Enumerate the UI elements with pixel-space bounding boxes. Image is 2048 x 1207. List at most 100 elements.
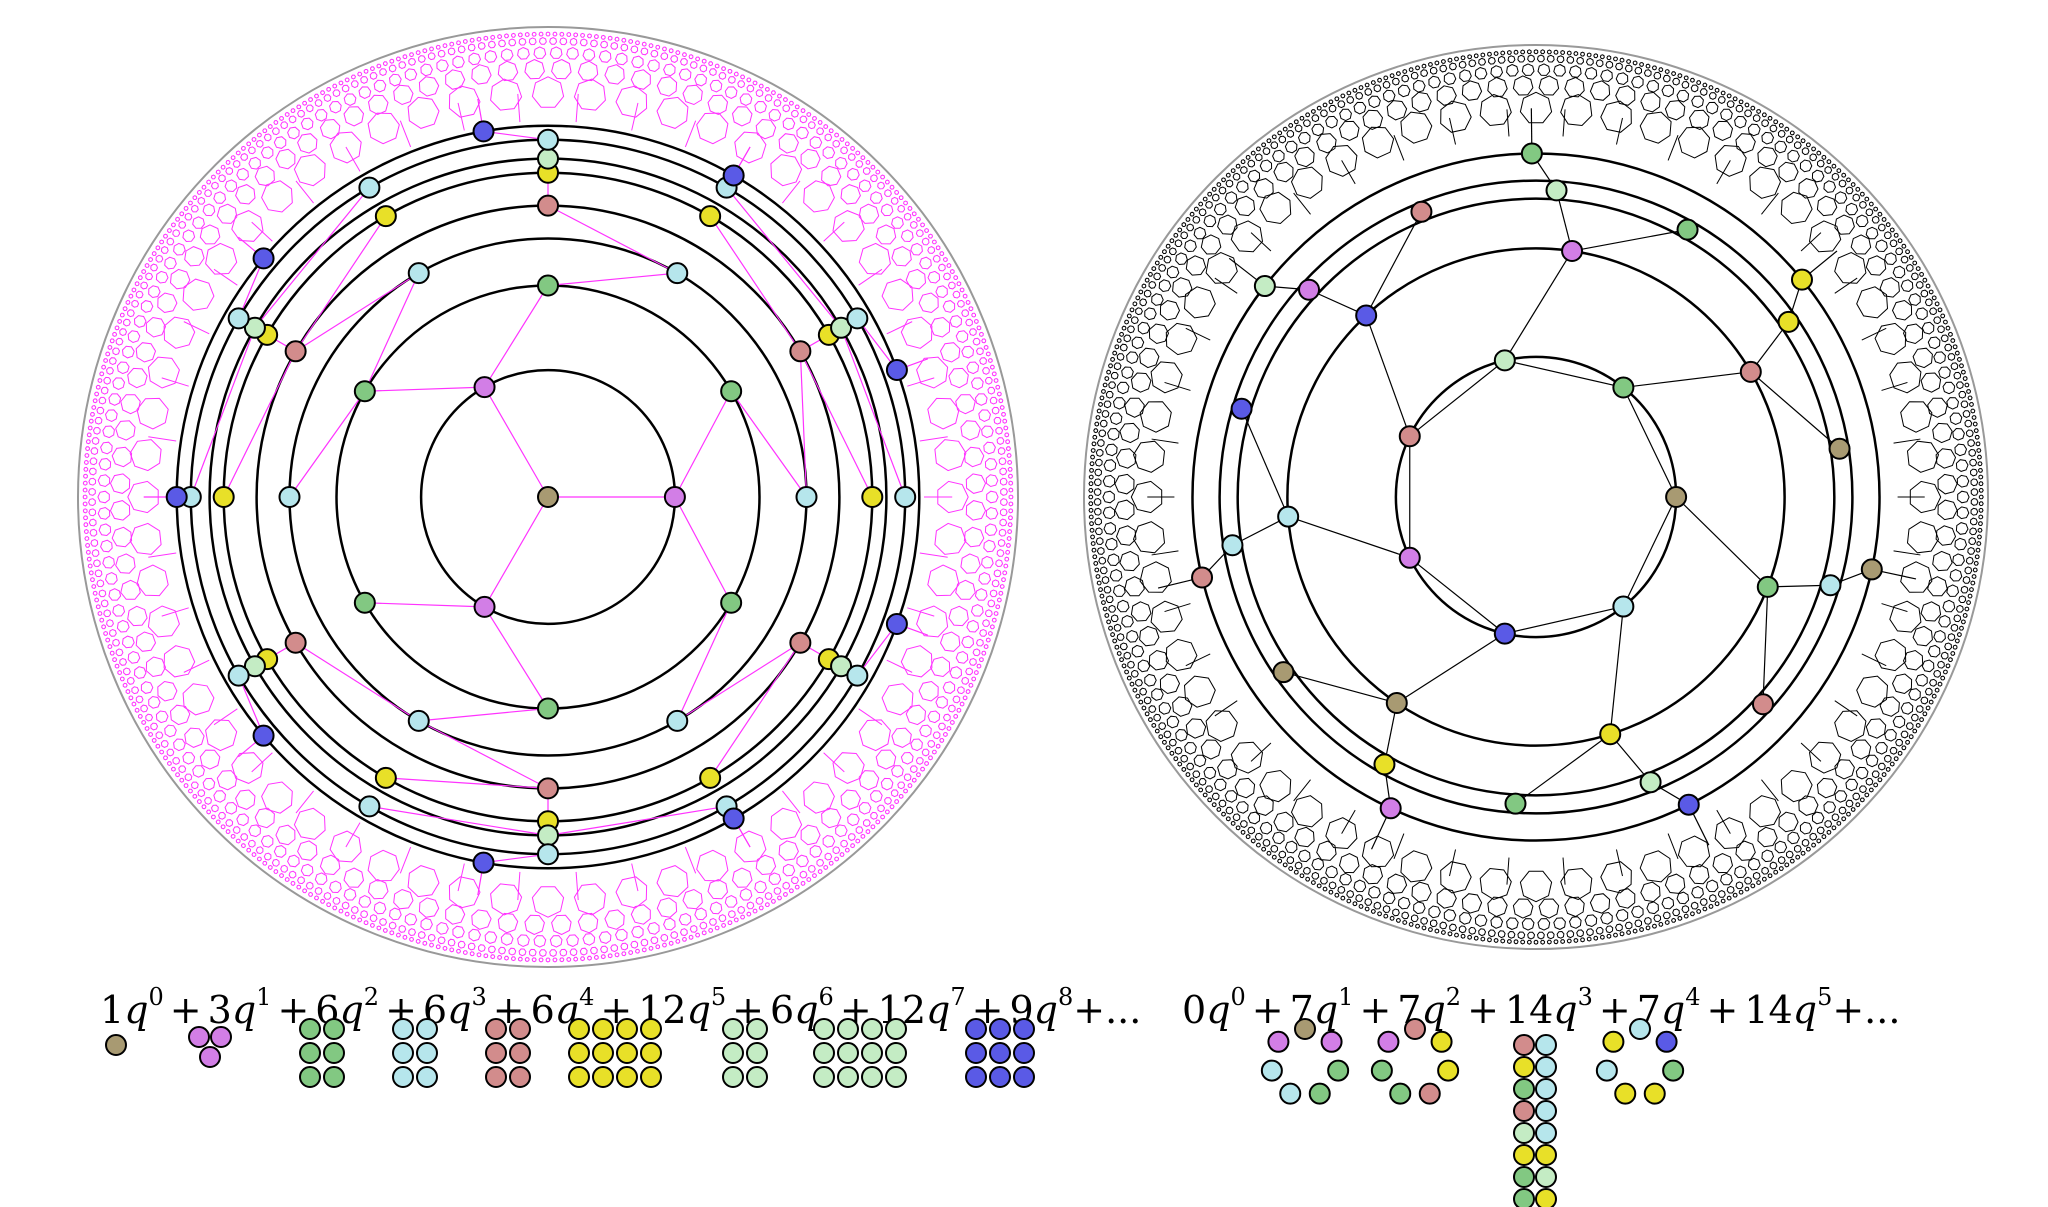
orbit-circle — [1286, 247, 1786, 747]
tiling-cell — [1568, 65, 1582, 78]
tiling-cell — [531, 31, 537, 37]
tiling-cell — [287, 126, 300, 140]
tiling-cell — [297, 876, 305, 885]
tiling-cell — [1090, 541, 1096, 546]
tiling-cell — [1259, 159, 1273, 173]
tiling-cell — [531, 886, 565, 918]
tiling-cell — [984, 609, 993, 618]
tiling-cell — [1546, 49, 1552, 55]
tiling-cell — [1905, 739, 1911, 745]
tiling-cell — [92, 426, 101, 435]
tiling-cell — [1773, 869, 1779, 875]
tiling-cell — [1410, 71, 1419, 80]
tiling-cell — [1339, 872, 1352, 886]
tiling-cell — [350, 914, 356, 920]
tiling-cell — [1974, 554, 1980, 560]
tiling-cell — [1089, 467, 1094, 473]
tiling-cell — [949, 719, 955, 725]
tiling-cell — [1413, 901, 1426, 915]
tiling-cell — [718, 914, 727, 922]
tiling-cell — [1272, 149, 1285, 163]
tiling-cell — [974, 393, 988, 406]
tiling-cell — [634, 40, 640, 46]
tiling-cell — [931, 749, 937, 755]
tiling-cell — [320, 90, 326, 96]
tiling-cell — [1800, 850, 1806, 856]
tiling-cell — [140, 681, 154, 694]
tiling-cell — [1942, 599, 1956, 613]
tiling-cell — [1852, 792, 1861, 801]
tiling-cell — [343, 867, 365, 888]
tiling-cell — [900, 751, 914, 765]
tiling-cell — [1174, 239, 1183, 248]
tiling-cell — [739, 888, 753, 901]
legend-dot — [323, 1042, 345, 1064]
orbit-node — [830, 655, 853, 678]
orbit-node — [1253, 275, 1276, 298]
tiling-cell — [1969, 458, 1978, 467]
tiling-cell — [1744, 876, 1753, 885]
tiling-cell — [860, 833, 866, 839]
tiling-cell — [435, 44, 441, 50]
tiling-cell — [1151, 688, 1164, 701]
tiling-cell — [1129, 681, 1135, 687]
term-variable: q — [124, 988, 149, 1032]
disk-boundary — [1083, 44, 1989, 950]
tiling-cell — [965, 667, 973, 676]
tiling-cell — [127, 309, 135, 318]
tiling-cell — [1100, 600, 1106, 605]
tiling-cell — [1205, 710, 1238, 743]
tiling-cell — [94, 597, 100, 603]
tiling-cell — [1497, 930, 1506, 939]
tiling-cell — [1193, 206, 1199, 212]
tiling-cell — [1905, 263, 1914, 272]
tiling-cell — [919, 256, 932, 270]
tiling-cell — [1937, 325, 1945, 334]
tiling-cell — [1906, 440, 1940, 473]
tiling-cell — [791, 876, 799, 885]
tiling-cell — [1474, 66, 1488, 80]
tiling-cell — [1859, 797, 1865, 803]
tiling-cell — [1865, 208, 1874, 217]
tiling-cell — [835, 156, 848, 170]
legend-dot — [1389, 1082, 1412, 1105]
tiling-cell — [929, 316, 951, 338]
tiling-cell — [881, 278, 914, 311]
tiling-cell — [1793, 141, 1802, 150]
tiling-cell — [862, 819, 871, 827]
legend-dot — [416, 1018, 438, 1040]
tiling-edge — [1800, 742, 1822, 762]
legend-dot — [1404, 1018, 1426, 1040]
tiling-cell — [955, 650, 969, 664]
tiling-cell — [1681, 80, 1690, 89]
legend-dot — [568, 1066, 590, 1088]
tiling-cell — [1968, 587, 1974, 592]
legend-dot — [1377, 1030, 1400, 1053]
tiling-cell — [1358, 903, 1364, 909]
tiling-cell — [614, 36, 620, 42]
tiling-cell — [343, 93, 357, 106]
tiling-cell — [889, 804, 895, 810]
tiling-cell — [1007, 466, 1013, 472]
tiling-cell — [823, 864, 829, 870]
tiling-cell — [1165, 322, 1198, 356]
tiling-cell — [573, 883, 606, 916]
tiling-cell — [1447, 57, 1453, 63]
tiling-cell — [1546, 939, 1552, 945]
tiling-cell — [942, 681, 956, 694]
tiling-cell — [1148, 280, 1157, 289]
tiling-cell — [1967, 546, 1976, 555]
tiling-cell — [1834, 790, 1848, 803]
tiling-edge — [1800, 232, 1822, 252]
tiling-cell — [1008, 494, 1014, 500]
tiling-cell — [630, 69, 651, 90]
tiling-cell — [1615, 85, 1636, 106]
tiling-cell — [163, 645, 196, 678]
tiling-cell — [1744, 102, 1750, 108]
tiling-cell — [630, 904, 651, 925]
tiling-cell — [631, 925, 644, 939]
tiling-cell — [939, 631, 961, 652]
tiling-cell — [1864, 196, 1870, 202]
legend-dot — [1535, 1078, 1557, 1100]
tiling-cell — [163, 233, 169, 239]
